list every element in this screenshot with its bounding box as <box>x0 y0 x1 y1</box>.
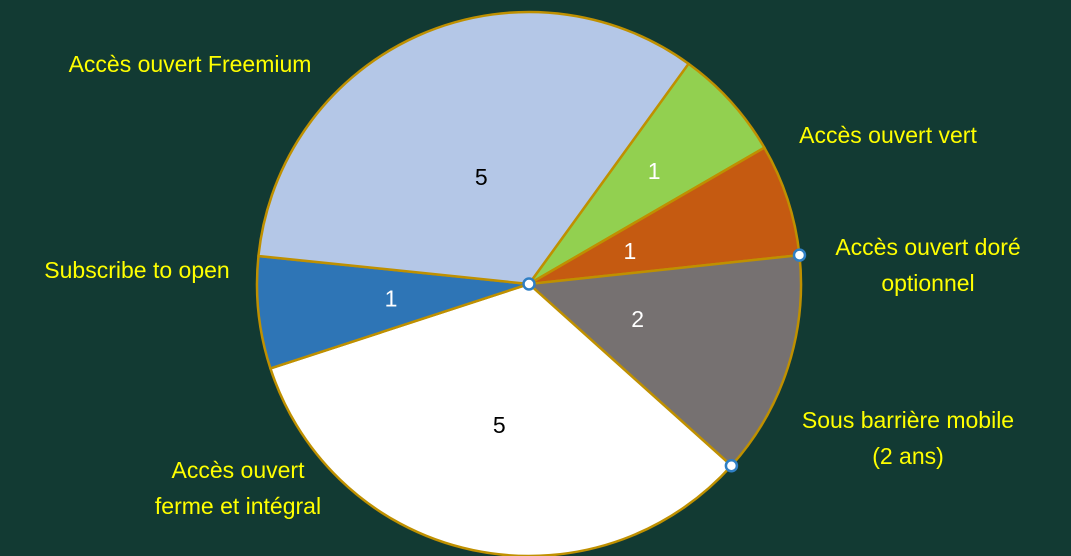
value-label: 2 <box>631 306 644 332</box>
category-label-line: Accès ouvert <box>172 457 306 483</box>
pie-slice[interactable] <box>255 254 531 370</box>
pie-slice[interactable] <box>527 62 766 286</box>
category-label-line: (2 ans) <box>872 443 944 469</box>
selection-handle[interactable] <box>792 248 807 262</box>
category-label-line: optionnel <box>881 270 974 296</box>
category-label-line: Accès ouvert doré <box>835 234 1020 260</box>
category-label: Subscribe to open <box>44 257 229 283</box>
category-label-line: Accès ouvert Freemium <box>69 51 312 77</box>
selection-handle[interactable] <box>724 458 739 473</box>
value-label: 1 <box>648 158 661 184</box>
category-labels: Accès ouvert vert Accès ouvert doré option… <box>44 51 1020 519</box>
category-label-line: Subscribe to open <box>44 257 229 283</box>
selection-handles <box>522 248 807 473</box>
value-label: 1 <box>385 286 398 312</box>
selection-handle[interactable] <box>522 277 536 291</box>
category-label: Accès ouvert ferme et intégral <box>155 457 321 519</box>
value-label: 5 <box>493 412 506 438</box>
category-label: Accès ouvert vert <box>799 122 977 148</box>
category-label-line: ferme et intégral <box>155 493 321 519</box>
value-label: 5 <box>475 164 488 190</box>
pie-slice[interactable] <box>257 10 690 286</box>
category-label: Sous barrière mobile (2 ans) <box>802 407 1014 469</box>
category-label-line: Sous barrière mobile <box>802 407 1014 433</box>
value-labels: 1 1 2 5 1 5 <box>385 158 661 438</box>
category-label: Accès ouvert Freemium <box>69 51 312 77</box>
pie-slice[interactable] <box>527 253 803 467</box>
category-label-line: Accès ouvert vert <box>799 122 977 148</box>
pie-slices <box>255 10 803 556</box>
pie-slice[interactable] <box>269 282 733 556</box>
value-label: 1 <box>623 238 636 264</box>
category-label: Accès ouvert doré optionnel <box>835 234 1020 296</box>
